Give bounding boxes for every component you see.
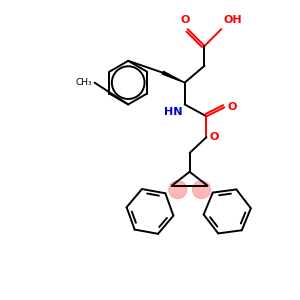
Text: HN: HN xyxy=(164,107,183,117)
Text: OH: OH xyxy=(223,15,242,25)
Circle shape xyxy=(169,181,187,199)
Text: O: O xyxy=(181,15,190,25)
Polygon shape xyxy=(162,71,185,82)
Text: CH₃: CH₃ xyxy=(76,78,92,87)
Text: O: O xyxy=(227,102,237,112)
Text: O: O xyxy=(209,132,219,142)
Circle shape xyxy=(193,181,210,199)
